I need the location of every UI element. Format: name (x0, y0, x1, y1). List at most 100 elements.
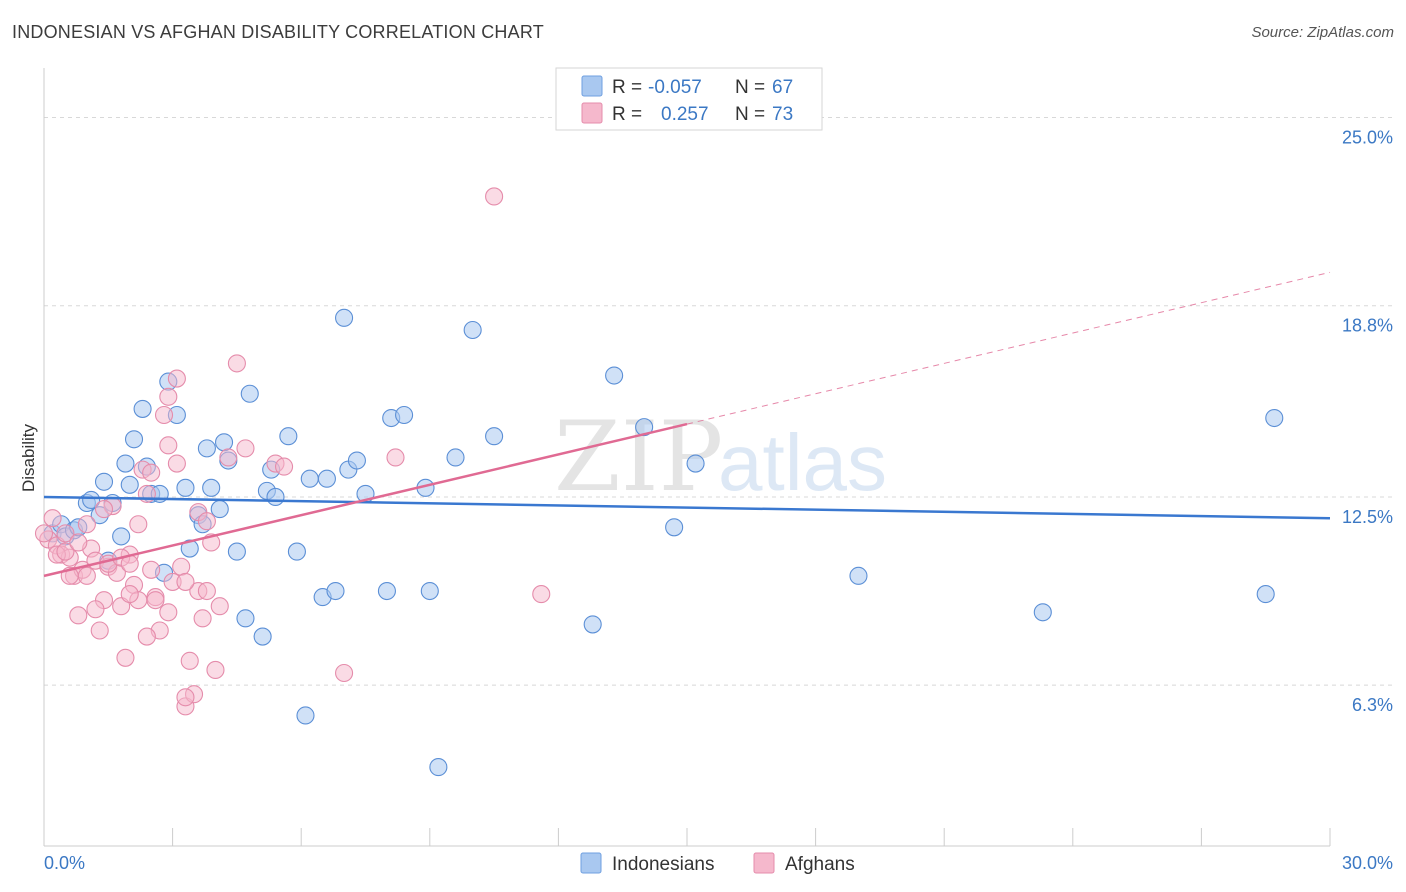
point-indonesians (112, 527, 131, 546)
legend-swatch-afghans (581, 102, 603, 124)
point-indonesians (240, 384, 259, 403)
point-indonesians (82, 490, 101, 510)
point-indonesians (849, 566, 868, 585)
point-afghans (197, 512, 216, 531)
point-afghans (86, 600, 105, 619)
axes (43, 68, 1331, 847)
trend-lines (43, 271, 1331, 578)
point-afghans (532, 585, 551, 604)
point-afghans (167, 454, 186, 473)
point-indonesians (227, 542, 246, 561)
point-afghans (167, 369, 186, 388)
point-indonesians (1256, 585, 1275, 604)
trend-line-afghans (43, 422, 688, 578)
stats-r-label-indonesians: R = (612, 77, 642, 98)
point-indonesians (485, 427, 504, 446)
point-afghans (116, 648, 135, 667)
stats-r-value-indonesians: -0.057 (648, 77, 702, 98)
point-indonesians (116, 454, 135, 473)
point-afghans (210, 597, 229, 616)
point-afghans (227, 354, 246, 373)
point-afghans (386, 448, 405, 467)
watermark-atlas: atlas (718, 418, 887, 507)
legend-swatch-indonesians (581, 75, 603, 97)
source-credit: Source: ZipAtlas.com (1251, 24, 1394, 41)
point-afghans (176, 572, 195, 591)
point-afghans (56, 542, 75, 561)
point-indonesians (287, 542, 306, 561)
point-indonesians (176, 478, 195, 497)
stats-legend: R = -0.057 N = 67 R = 0.257 N = 73 (555, 67, 823, 131)
point-indonesians (94, 472, 114, 491)
series-indonesians (43, 308, 1284, 777)
bottom-legend-label-afghans: Afghans (785, 854, 855, 875)
point-afghans (159, 387, 178, 406)
point-indonesians (266, 487, 285, 506)
point-indonesians (236, 609, 255, 628)
point-indonesians (133, 399, 152, 418)
point-afghans (120, 585, 139, 604)
y-axis-title: Disability (19, 423, 38, 492)
point-afghans (193, 609, 212, 628)
point-afghans (142, 463, 161, 482)
point-afghans (197, 581, 216, 601)
point-afghans (129, 515, 148, 534)
point-indonesians (429, 758, 448, 777)
point-indonesians (665, 518, 684, 537)
bottom-legend: Indonesians Afghans (580, 852, 855, 875)
stats-n-label-indonesians: N = (735, 77, 765, 98)
trend-line-afghans-projection (686, 271, 1331, 425)
point-indonesians (326, 581, 345, 601)
point-afghans (56, 524, 75, 543)
point-indonesians (202, 478, 221, 497)
point-indonesians (120, 475, 139, 494)
point-indonesians (214, 433, 234, 452)
series-afghans (34, 187, 551, 716)
stats-n-value-indonesians: 67 (772, 77, 793, 98)
point-indonesians (605, 366, 624, 385)
point-indonesians (635, 418, 654, 437)
point-afghans (90, 621, 109, 640)
stats-n-label-afghans: N = (735, 104, 765, 125)
point-afghans (146, 591, 165, 610)
point-indonesians (300, 469, 319, 488)
stats-n-value-afghans: 73 (772, 104, 793, 125)
point-indonesians (395, 405, 414, 425)
point-afghans (159, 436, 178, 455)
point-indonesians (279, 427, 298, 446)
point-indonesians (686, 454, 705, 473)
point-indonesians (1265, 408, 1284, 428)
bottom-legend-label-indonesians: Indonesians (612, 854, 714, 875)
point-afghans (172, 557, 191, 576)
y-tick-label: 6.3% (1352, 695, 1393, 715)
point-afghans (69, 533, 88, 552)
point-afghans (206, 660, 225, 680)
point-indonesians (253, 627, 272, 646)
point-indonesians (296, 706, 315, 725)
chart-title: INDONESIAN VS AFGHAN DISABILITY CORRELAT… (12, 22, 544, 42)
point-indonesians (124, 430, 144, 449)
y-tick-label: 12.5% (1342, 507, 1393, 527)
point-indonesians (583, 615, 602, 634)
point-indonesians (317, 469, 336, 488)
point-indonesians (347, 451, 366, 470)
trend-line-indonesians (43, 495, 1331, 520)
point-indonesians (210, 500, 229, 519)
point-afghans (176, 688, 195, 707)
point-indonesians (446, 448, 465, 467)
y-tick-label: 18.8% (1342, 316, 1393, 336)
point-afghans (180, 651, 199, 670)
bottom-legend-swatch-afghans (753, 852, 775, 874)
point-afghans (77, 515, 96, 534)
point-indonesians (463, 320, 482, 340)
x-tick-label: 0.0% (44, 853, 85, 873)
y-tick-label: 25.0% (1342, 128, 1393, 148)
point-afghans (43, 509, 62, 528)
point-indonesians (180, 539, 199, 558)
point-afghans (77, 566, 96, 585)
point-afghans (275, 457, 294, 476)
stats-r-value-afghans: 0.257 (661, 104, 709, 125)
point-afghans (335, 663, 354, 683)
stats-r-label-afghans: R = (612, 104, 642, 125)
